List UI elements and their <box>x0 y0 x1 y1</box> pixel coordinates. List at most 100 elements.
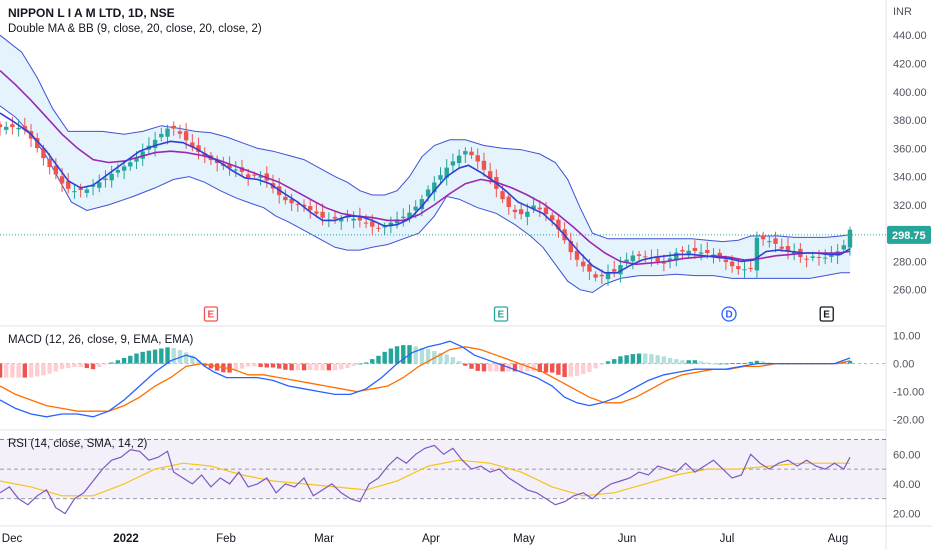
macd-histogram-bar <box>705 362 710 364</box>
candle-body <box>394 219 400 224</box>
macd-histogram-bar <box>320 363 325 371</box>
macd-histogram-bar <box>214 363 220 371</box>
candle-body <box>97 182 102 188</box>
event-marker-label: E <box>498 310 505 321</box>
macd-histogram-bar <box>692 360 698 364</box>
macd-histogram-bar <box>351 363 356 366</box>
macd-histogram-bar <box>276 363 282 369</box>
candle-body <box>401 216 406 219</box>
candle-body <box>605 271 611 280</box>
price-tick-label: 280.00 <box>893 256 927 268</box>
macd-histogram-bar <box>463 363 468 366</box>
macd-histogram-bar <box>103 363 108 365</box>
candle-body <box>370 221 375 227</box>
last-price-tag[interactable] <box>887 225 931 244</box>
candle-body <box>289 198 294 204</box>
bollinger-band-fill <box>0 35 850 293</box>
macd-legend[interactable]: MACD (12, 26, close, 9, EMA, EMA) <box>8 334 194 346</box>
candle-body <box>680 250 685 252</box>
macd-histogram-bar <box>736 363 741 364</box>
macd-histogram-bar <box>481 363 487 372</box>
event-marker-label: E <box>207 310 214 321</box>
macd-histogram-bar <box>41 363 46 376</box>
candle-body <box>171 125 176 129</box>
macd-histogram-bar <box>239 363 245 369</box>
macd-histogram-bar <box>339 363 344 370</box>
price-tick-label: 420.00 <box>893 58 927 70</box>
price-tick-label: 320.00 <box>893 200 927 212</box>
macd-histogram-bar <box>308 363 313 371</box>
candle-body <box>692 247 698 251</box>
candle-body <box>705 249 710 254</box>
candle-body <box>760 235 766 240</box>
overlay-legend[interactable]: Double MA & BB (9, close, 20, close, 20,… <box>8 23 262 35</box>
earnings-marker-icon[interactable] <box>493 306 509 322</box>
earnings-marker-icon[interactable] <box>819 306 834 322</box>
candle-body <box>556 219 561 230</box>
macd-histogram-bar <box>674 359 679 364</box>
time-tick-label: Mar <box>314 533 334 545</box>
price-tick-label: 340.00 <box>893 172 927 184</box>
macd-histogram-bar <box>599 363 605 365</box>
candle-body <box>376 227 381 229</box>
time-tick-label: 2022 <box>113 533 139 545</box>
macd-histogram-bar <box>283 363 288 370</box>
macd-histogram-bar <box>152 349 158 364</box>
candle-body <box>624 259 629 263</box>
candle-body <box>481 160 487 170</box>
candle-body <box>841 245 846 250</box>
candle-body <box>469 151 474 156</box>
candle-body <box>636 254 642 256</box>
candle-body <box>822 257 828 259</box>
candle-body <box>661 262 667 264</box>
macd-histogram-bar <box>655 355 660 364</box>
candle-body <box>512 209 518 213</box>
candle-body <box>10 124 15 128</box>
candle-body <box>22 126 28 130</box>
candle-body <box>47 158 52 168</box>
dividend-marker-icon[interactable] <box>721 306 737 322</box>
macd-histogram-bar <box>847 360 853 364</box>
symbol-title[interactable]: NIPPON L I A M LTD, 1D, NSE <box>8 6 175 20</box>
macd-histogram-bar <box>760 361 766 364</box>
candle-body <box>698 252 704 254</box>
macd-histogram-bar <box>456 361 462 364</box>
candle-body <box>295 203 301 205</box>
candle-body <box>754 237 760 271</box>
macd-histogram-bar <box>301 363 307 371</box>
macd-histogram-bar <box>401 345 406 364</box>
macd-histogram-bar <box>618 356 623 364</box>
rsi-tick-label: 40.00 <box>893 479 921 491</box>
macd-histogram-bar <box>643 353 648 364</box>
macd-histogram-bar <box>28 363 34 378</box>
candle-body <box>444 167 449 178</box>
rsi-legend[interactable]: RSI (14, close, SMA, 14, 2) <box>8 438 148 450</box>
macd-histogram-bar <box>66 363 71 369</box>
candle-body <box>674 252 679 261</box>
macd-tick-label: -20.00 <box>893 415 924 427</box>
candle-body <box>66 181 71 189</box>
candle-body <box>847 229 853 248</box>
candle-body <box>581 261 586 267</box>
macd-histogram-bar <box>649 354 654 364</box>
macd-histogram-bar <box>376 355 381 364</box>
macd-histogram-bar <box>500 363 505 372</box>
macd-histogram-bar <box>16 363 21 378</box>
macd-signal-line <box>0 346 851 412</box>
candle-body <box>525 211 530 217</box>
macd-histogram-bar <box>512 363 518 372</box>
macd-histogram-bar <box>295 363 301 371</box>
candle-body <box>363 222 369 224</box>
macd-histogram-bar <box>475 363 480 371</box>
macd-histogram-bar <box>35 363 40 377</box>
candle-body <box>283 196 288 201</box>
candle-body <box>78 188 83 191</box>
macd-histogram-bar <box>518 363 524 372</box>
candle-body <box>773 238 778 244</box>
macd-histogram-bar <box>0 363 3 378</box>
macd-histogram-bar <box>53 363 59 372</box>
earnings-marker-icon[interactable] <box>203 306 219 322</box>
candle-body <box>128 162 133 167</box>
macd-histogram-bar <box>562 363 567 378</box>
